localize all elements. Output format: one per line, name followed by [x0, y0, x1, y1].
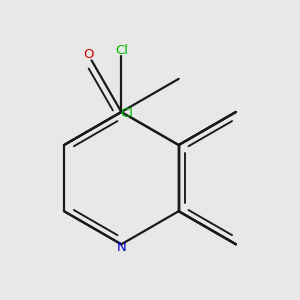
Text: Cl: Cl	[115, 44, 128, 57]
Text: N: N	[116, 241, 126, 254]
Text: Cl: Cl	[120, 107, 133, 120]
Text: O: O	[83, 48, 94, 61]
